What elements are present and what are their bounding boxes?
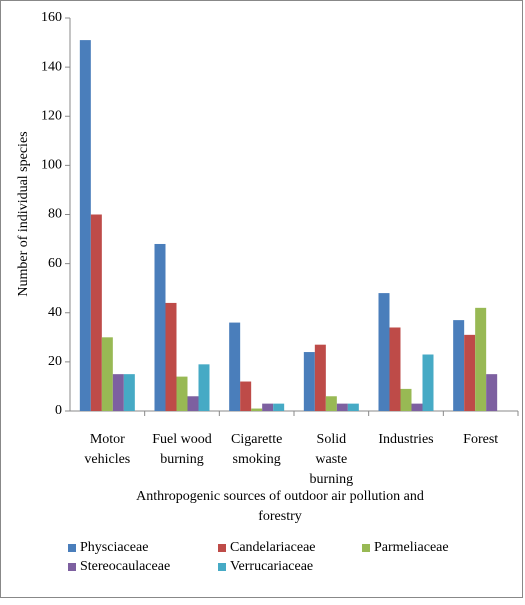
y-tick-label: 100 (41, 158, 62, 173)
y-tick-label: 80 (48, 207, 62, 222)
legend-swatch (218, 544, 226, 552)
x-tick-label: Solid waste burning (310, 432, 354, 487)
bar (123, 374, 135, 411)
bar (400, 388, 412, 411)
y-tick-label: 140 (41, 59, 62, 74)
legend-label: Verrucariaceae (230, 559, 313, 574)
bar (411, 403, 423, 411)
bar (464, 334, 476, 411)
y-tick-label: 40 (48, 305, 62, 320)
legend-swatch (68, 544, 76, 552)
y-tick-label: 60 (48, 256, 62, 271)
bar (486, 374, 498, 411)
legend-swatch (68, 563, 76, 571)
bar (112, 374, 124, 411)
bar (101, 337, 113, 411)
legend-label: Physciaceae (80, 540, 148, 555)
bar (475, 307, 487, 411)
bar (336, 403, 348, 411)
bar (273, 403, 285, 411)
legend-label: Candelariaceae (230, 540, 316, 555)
x-tick-label: Industries (378, 432, 433, 447)
bar (198, 364, 210, 411)
bar (187, 396, 199, 411)
bar (262, 403, 274, 411)
legend-swatch (362, 544, 370, 552)
bar (176, 376, 188, 411)
x-tick-label: Forest (463, 432, 498, 447)
y-tick-label: 20 (48, 354, 62, 369)
bar (325, 396, 337, 411)
bar (303, 352, 315, 411)
y-tick-label: 0 (55, 403, 62, 418)
legend-label: Stereocaulaceae (80, 559, 170, 574)
y-tick-label: 120 (41, 108, 62, 123)
legend-swatch (218, 563, 226, 571)
x-tick-label: Cigarette smoking (231, 432, 282, 467)
bar (229, 322, 241, 411)
bar (90, 214, 102, 411)
bar (347, 403, 359, 411)
bar (314, 344, 326, 411)
bar (154, 243, 166, 411)
bar (422, 354, 434, 411)
bar (378, 293, 390, 411)
bar (165, 302, 177, 411)
x-axis-label: Anthropogenic sources of outdoor air pol… (136, 489, 424, 524)
y-axis-label: Number of individual species (16, 131, 31, 296)
bar (79, 40, 91, 411)
x-tick-label: Fuel wood burning (152, 432, 212, 467)
x-tick-label: Motor vehicles (84, 432, 130, 467)
bar (389, 327, 401, 411)
y-tick-label: 160 (41, 10, 62, 25)
legend-label: Parmeliaceae (374, 540, 449, 555)
bar (453, 320, 465, 411)
bar (240, 381, 252, 411)
bar (251, 408, 263, 411)
